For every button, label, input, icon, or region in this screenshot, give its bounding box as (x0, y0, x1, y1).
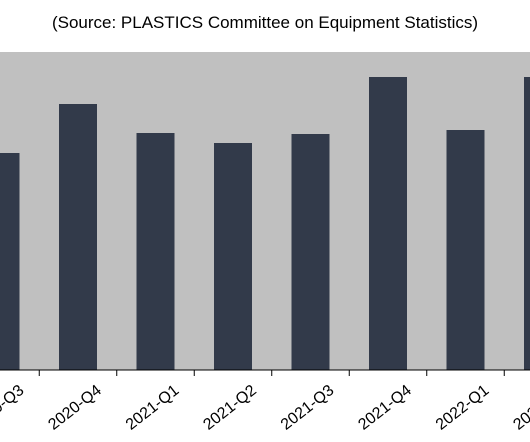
x-tick-label: 2021-Q1 (123, 382, 183, 434)
bar (369, 77, 407, 370)
bar (214, 143, 252, 370)
bar (0, 153, 20, 370)
x-tick-label: 2022-Q2 (510, 382, 530, 434)
x-tick-label: 2021-Q3 (278, 382, 338, 434)
bar (291, 134, 330, 370)
bar (524, 77, 530, 370)
x-tick-label: 2020-Q4 (45, 382, 105, 434)
bar (446, 130, 485, 370)
x-tick-label: 2021-Q4 (355, 382, 415, 434)
bar (136, 133, 175, 370)
bar (59, 104, 97, 370)
chart-subtitle: (Source: PLASTICS Committee on Equipment… (52, 13, 478, 32)
x-tick-label: 2022-Q1 (433, 382, 493, 434)
x-tick-label: 2021-Q2 (200, 382, 260, 434)
x-tick-label: 2020-Q3 (0, 382, 27, 434)
